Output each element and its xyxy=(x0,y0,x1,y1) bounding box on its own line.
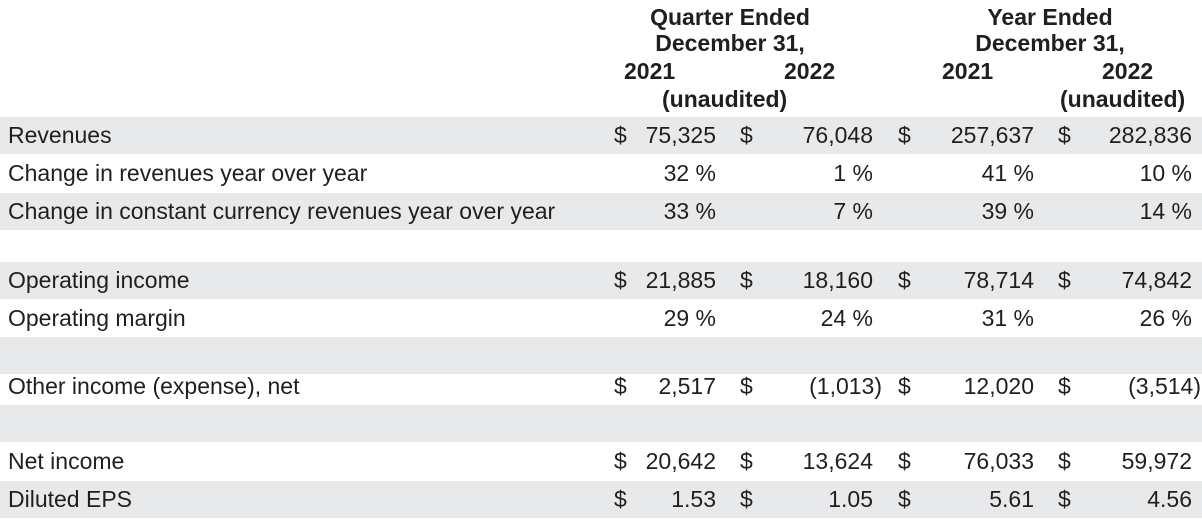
row-value: 7 % xyxy=(833,198,873,224)
row-label: Revenues xyxy=(8,122,112,148)
row-value: 32 % xyxy=(663,160,716,186)
row-label: Change in revenues year over year xyxy=(8,160,368,186)
row-label: Operating income xyxy=(8,267,190,293)
quarter-ended-heading: Quarter Ended December 31, xyxy=(600,4,860,56)
table-row: Other income (expense), net $2,517 $ (1,013… xyxy=(0,368,1202,405)
row-value: (3,514) xyxy=(1128,373,1201,399)
year-unaudited-note: (unaudited) xyxy=(1060,86,1186,112)
row-value: 2,517 xyxy=(658,373,716,399)
row-value: 33 % xyxy=(663,198,716,224)
table-row: Operating income $21,885 $18,160 $78,714 $74… xyxy=(0,262,1202,299)
table-row: Operating margin 29 % 24 % 31 % 26 % xyxy=(0,300,1202,337)
row-value: 24 % xyxy=(820,305,873,331)
currency-symbol: $ xyxy=(614,486,627,512)
year-ended-heading: Year Ended December 31, xyxy=(920,4,1180,56)
row-value: 1 % xyxy=(833,160,873,186)
currency-symbol: $ xyxy=(740,373,753,399)
row-value: 76,048 xyxy=(802,122,873,148)
currency-symbol: $ xyxy=(614,122,627,148)
row-value: 21,885 xyxy=(645,267,716,293)
row-value: 4.56 xyxy=(1147,486,1192,512)
row-value: 5.61 xyxy=(989,486,1034,512)
currency-symbol: $ xyxy=(898,373,911,399)
table-row xyxy=(0,405,1202,442)
currency-symbol: $ xyxy=(740,486,753,512)
row-value: (1,013) xyxy=(809,373,882,399)
table-row: Diluted EPS $1.53 $1.05 $5.61 $4.56 xyxy=(0,481,1202,518)
row-value: 14 % xyxy=(1139,198,1192,224)
table-row: Change in revenues year over year 32 % 1 %… xyxy=(0,155,1202,192)
row-value: 13,624 xyxy=(802,448,873,474)
currency-symbol: $ xyxy=(1058,486,1071,512)
table-row xyxy=(0,337,1202,374)
currency-symbol: $ xyxy=(1058,448,1071,474)
currency-symbol: $ xyxy=(898,122,911,148)
row-value: 26 % xyxy=(1139,305,1192,331)
table-row: Revenues $75,325 $76,048 $257,637 $282,836 xyxy=(0,117,1202,154)
row-label: Other income (expense), net xyxy=(8,373,300,399)
row-value: 29 % xyxy=(663,305,716,331)
quarter-ended-line1: Quarter Ended xyxy=(650,4,810,30)
row-value: 1.05 xyxy=(828,486,873,512)
row-label: Operating margin xyxy=(8,305,186,331)
row-value: 18,160 xyxy=(802,267,873,293)
row-value: 39 % xyxy=(981,198,1034,224)
year-header-q-2022: 2022 xyxy=(784,58,836,84)
row-label: Diluted EPS xyxy=(8,486,133,512)
currency-symbol: $ xyxy=(1058,373,1071,399)
row-label: Net income xyxy=(8,448,125,474)
currency-symbol: $ xyxy=(740,122,753,148)
row-value: 78,714 xyxy=(963,267,1034,293)
table-row: Net income $20,642 $13,624 $76,033 $59,972 xyxy=(0,443,1202,480)
year-ended-line2: December 31, xyxy=(975,30,1125,56)
currency-symbol: $ xyxy=(1058,122,1071,148)
row-value: 1.53 xyxy=(671,486,716,512)
row-value: 282,836 xyxy=(1108,122,1192,148)
quarter-unaudited-note: (unaudited) xyxy=(662,86,788,112)
currency-symbol: $ xyxy=(740,448,753,474)
currency-symbol: $ xyxy=(614,448,627,474)
table-row: Change in constant currency revenues yea… xyxy=(0,193,1202,230)
row-value: 20,642 xyxy=(645,448,716,474)
row-value: 59,972 xyxy=(1121,448,1192,474)
year-header-q-2021: 2021 xyxy=(624,58,676,84)
year-ended-line1: Year Ended xyxy=(987,4,1113,30)
row-value: 257,637 xyxy=(950,122,1034,148)
currency-symbol: $ xyxy=(614,267,627,293)
row-label: Change in constant currency revenues yea… xyxy=(8,198,556,224)
currency-symbol: $ xyxy=(740,267,753,293)
currency-symbol: $ xyxy=(898,486,911,512)
year-header-y-2021: 2021 xyxy=(942,58,994,84)
year-header-y-2022: 2022 xyxy=(1102,58,1154,84)
row-value: 31 % xyxy=(981,305,1034,331)
row-value: 74,842 xyxy=(1121,267,1192,293)
row-value: 12,020 xyxy=(963,373,1034,399)
currency-symbol: $ xyxy=(898,267,911,293)
currency-symbol: $ xyxy=(1058,267,1071,293)
row-value: 10 % xyxy=(1139,160,1192,186)
currency-symbol: $ xyxy=(614,373,627,399)
currency-symbol: $ xyxy=(898,448,911,474)
row-value: 76,033 xyxy=(963,448,1034,474)
row-value: 75,325 xyxy=(645,122,716,148)
row-value: 41 % xyxy=(981,160,1034,186)
quarter-ended-line2: December 31, xyxy=(655,30,805,56)
